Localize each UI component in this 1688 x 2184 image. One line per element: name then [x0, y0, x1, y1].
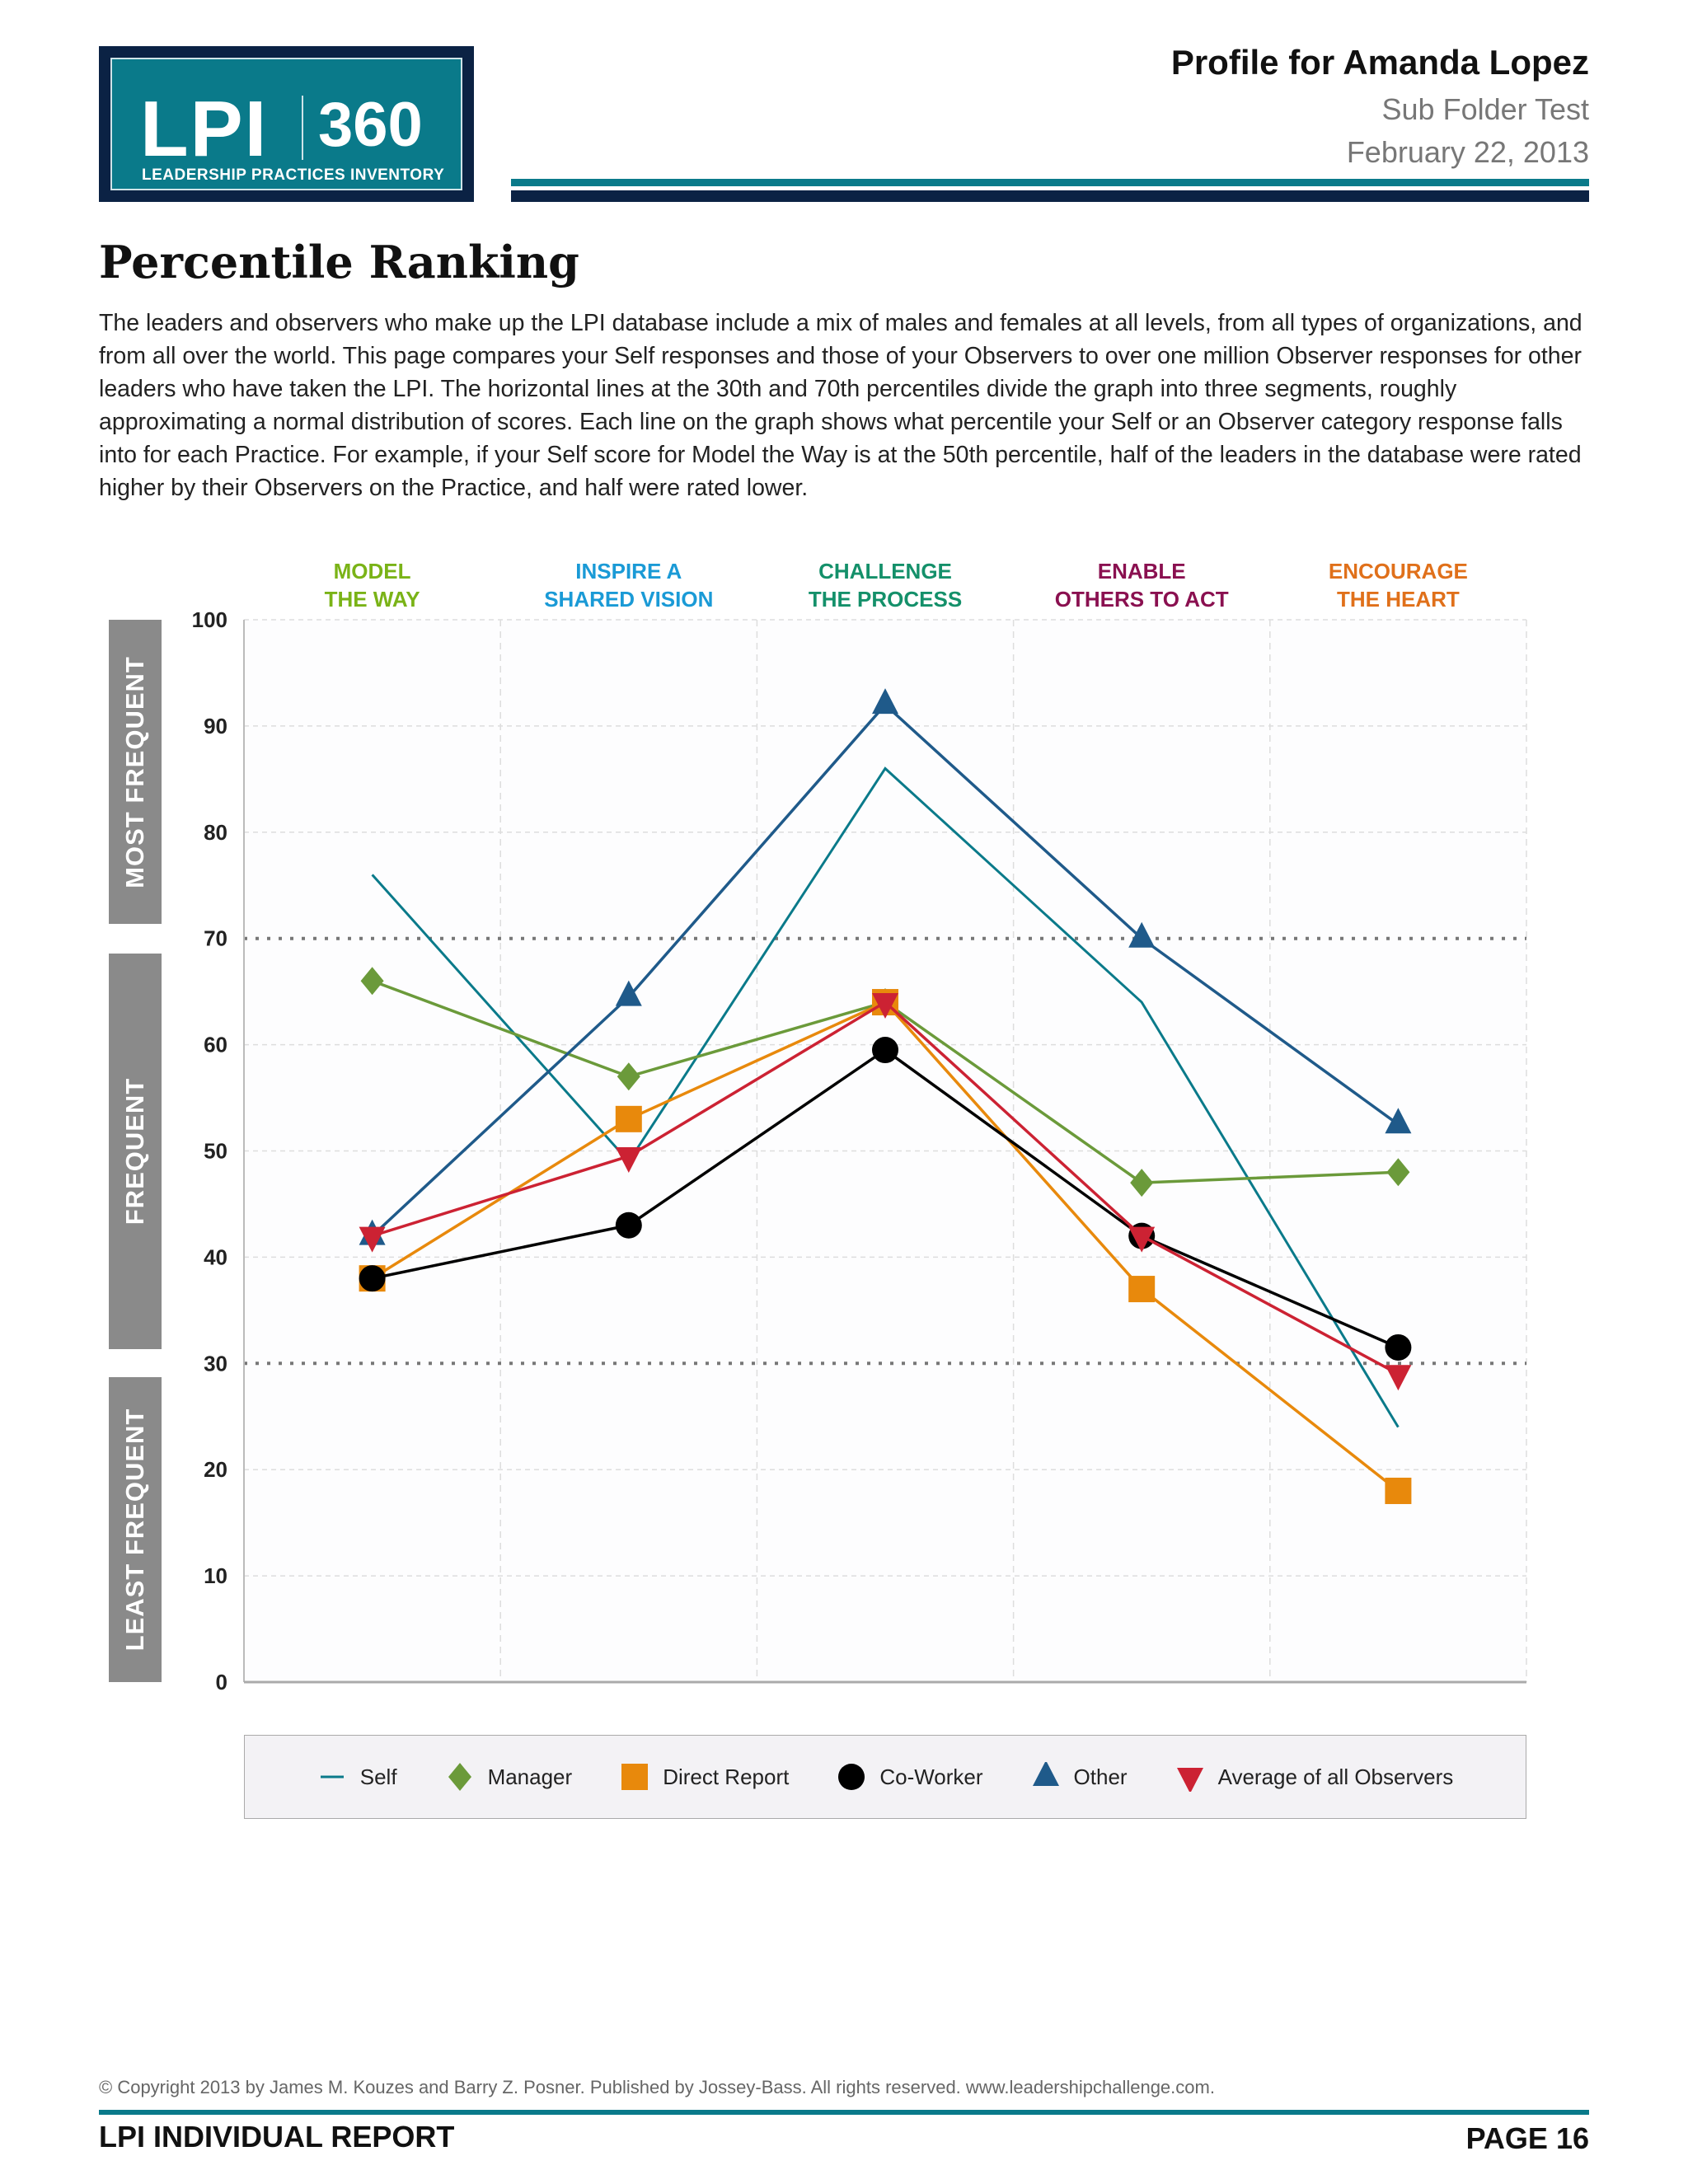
- triangle-up-marker: [1385, 1108, 1412, 1134]
- practice-header-line2: THE WAY: [324, 587, 420, 612]
- practice-header: ENABLE OTHERS TO ACT: [1055, 557, 1229, 613]
- legend-swatch-icon: [838, 1764, 865, 1790]
- report-date: February 22, 2013: [1346, 135, 1589, 169]
- band-frequent: FREQUENT: [109, 954, 162, 1349]
- y-tick-label: 80: [204, 820, 227, 845]
- circle-marker: [1385, 1333, 1412, 1361]
- series-average-of-all-observers: [359, 993, 1412, 1391]
- report-name: LPI INDIVIDUAL REPORT: [99, 2120, 455, 2154]
- y-tick-label: 70: [204, 926, 227, 951]
- y-tick-label: 90: [204, 714, 227, 738]
- legend-label: Average of all Observers: [1217, 1764, 1454, 1789]
- lpi-360-logo: LPI 360 LEADERSHIP PRACTICES INVENTORY: [99, 46, 474, 202]
- diamond-marker: [1386, 1158, 1410, 1187]
- triangle-down-marker: [1128, 1226, 1156, 1253]
- legend-label: Manager: [487, 1764, 573, 1789]
- series-self: [371, 766, 1400, 1428]
- y-tick-label: 10: [204, 1563, 227, 1588]
- practice-header-line1: CHALLENGE: [818, 559, 952, 583]
- legend-swatch-icon: [448, 1763, 471, 1791]
- y-tick-label: 0: [216, 1670, 227, 1694]
- legend-label: Self: [359, 1764, 397, 1789]
- circle-marker: [615, 1212, 642, 1239]
- legend-item: Direct Report: [620, 1762, 789, 1792]
- legend-label: Other: [1073, 1764, 1128, 1789]
- triangle-up-marker: [615, 980, 642, 1006]
- logo-brand: LPI: [140, 85, 269, 173]
- legend-item: Co-Worker: [837, 1762, 983, 1792]
- logo-divider: [302, 96, 303, 160]
- footer-rule: [99, 2110, 1589, 2115]
- y-tick-label: 30: [204, 1351, 227, 1376]
- y-tick-label: 40: [204, 1244, 227, 1269]
- plot-area: [244, 620, 1526, 1682]
- practice-header-line1: MODEL: [333, 559, 411, 583]
- practice-header: MODEL THE WAY: [325, 557, 420, 613]
- folder-name: Sub Folder Test: [1381, 92, 1589, 126]
- series-co-worker: [359, 1037, 1412, 1361]
- practice-header-line2: THE HEART: [1336, 587, 1460, 612]
- diamond-marker: [448, 1763, 471, 1791]
- triangle-down-marker: [872, 993, 898, 1019]
- header-rule-teal: [511, 179, 1589, 186]
- legend-swatch-icon: [621, 1764, 649, 1790]
- square-marker: [615, 1105, 642, 1132]
- triangle-down-marker: [359, 1226, 386, 1253]
- legend-item: Self: [317, 1762, 397, 1792]
- square-marker: [1385, 1477, 1412, 1504]
- y-tick-label: 60: [204, 1033, 227, 1057]
- legend-swatch-icon: [320, 1775, 344, 1779]
- diamond-marker: [360, 967, 384, 996]
- legend-label: Co-Worker: [879, 1764, 983, 1789]
- legend-swatch-icon: [1176, 1768, 1203, 1792]
- logo-number: 360: [318, 90, 423, 160]
- practice-header: CHALLENGE THE PROCESS: [809, 557, 962, 613]
- triangle-up-marker: [1032, 1762, 1059, 1786]
- intro-paragraph: The leaders and observers who make up th…: [99, 310, 1582, 501]
- legend-swatch-icon: [1032, 1762, 1059, 1786]
- page-title: Percentile Ranking: [99, 236, 579, 288]
- triangle-down-marker: [1176, 1768, 1203, 1792]
- practice-header-line2: OTHERS TO ACT: [1054, 587, 1229, 612]
- practice-header-line1: ENCOURAGE: [1328, 559, 1468, 583]
- legend-label: Direct Report: [663, 1764, 790, 1789]
- practice-header-line1: INSPIRE A: [575, 559, 682, 583]
- legend-item: Average of all Observers: [1175, 1762, 1454, 1792]
- circle-marker: [838, 1764, 865, 1790]
- circle-marker: [872, 1037, 898, 1064]
- y-tick-label: 50: [204, 1139, 227, 1164]
- triangle-down-marker: [615, 1146, 642, 1173]
- chart-legend: Self Manager Direct Report Co-Worker Other Av…: [244, 1735, 1526, 1819]
- page-number: PAGE 16: [1465, 2121, 1589, 2155]
- profile-title: Profile for Amanda Lopez: [1170, 43, 1589, 82]
- triangle-up-marker: [872, 688, 898, 715]
- percentile-chart: 0 10 20 30 40 50 60 70 80 90 100: [192, 607, 1527, 1694]
- band-least-frequent: LEAST FREQUENT: [109, 1377, 162, 1682]
- triangle-up-marker: [1128, 921, 1156, 948]
- series-line: [371, 766, 1400, 1428]
- y-tick-label: 100: [192, 607, 227, 632]
- square-marker: [621, 1764, 649, 1790]
- logo-subtitle: LEADERSHIP PRACTICES INVENTORY: [142, 166, 445, 184]
- y-tick-label: 20: [204, 1457, 227, 1482]
- band-most-frequent: MOST FREQUENT: [109, 620, 162, 924]
- practice-header-line2: SHARED VISION: [544, 587, 714, 612]
- legend-item: Other: [1031, 1762, 1128, 1792]
- practice-header: ENCOURAGE THE HEART: [1329, 557, 1468, 613]
- copyright: © Copyright 2013 by James M. Kouzes and …: [99, 2077, 1215, 2097]
- practice-header: INSPIRE A SHARED VISION: [544, 557, 713, 613]
- diamond-marker: [617, 1062, 640, 1091]
- legend-item: Manager: [445, 1762, 573, 1792]
- practice-header-line2: THE PROCESS: [808, 587, 963, 612]
- header-rule-navy: [511, 190, 1589, 202]
- diamond-marker: [1130, 1169, 1154, 1197]
- practice-header-line1: ENABLE: [1097, 559, 1186, 583]
- triangle-down-marker: [1385, 1365, 1412, 1391]
- square-marker: [1128, 1276, 1156, 1303]
- circle-marker: [359, 1265, 386, 1292]
